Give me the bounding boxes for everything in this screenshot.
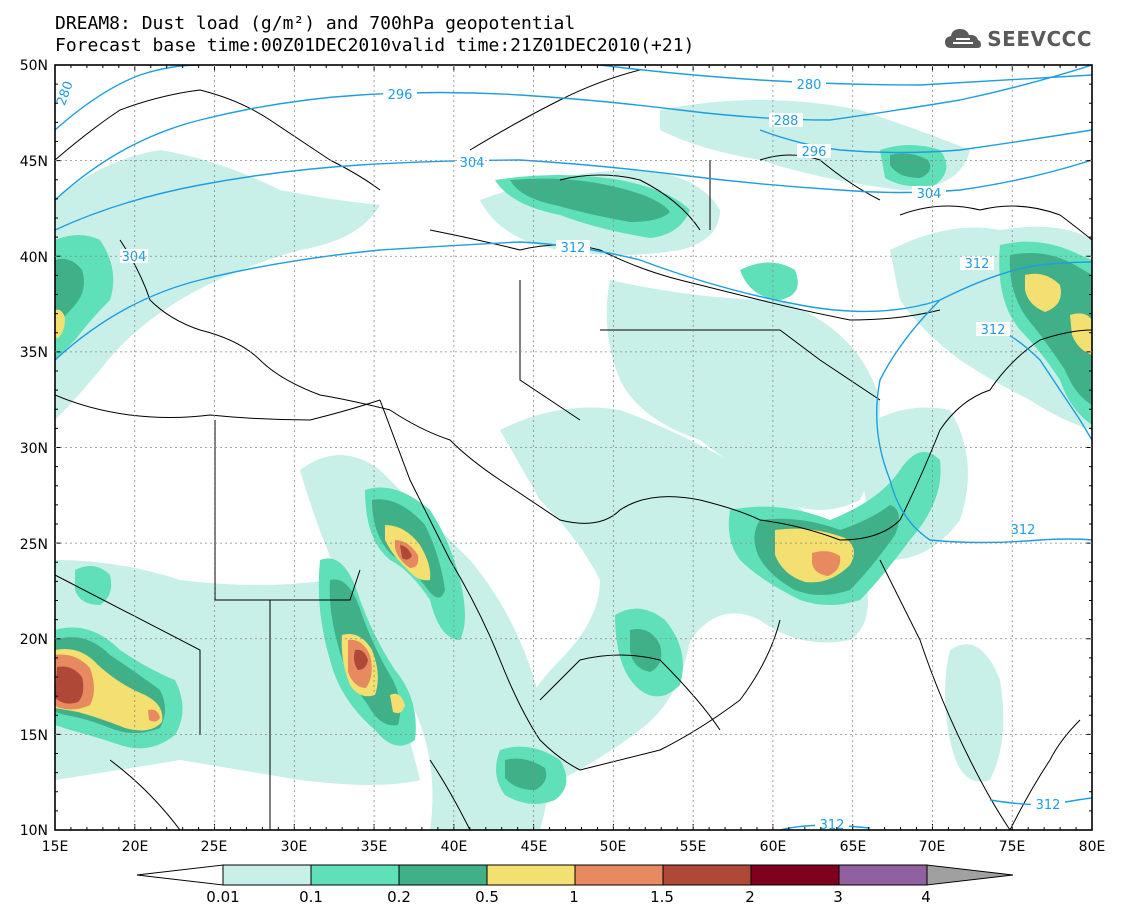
cloud-icon xyxy=(945,29,982,48)
lon-tick-label: 80E xyxy=(1079,839,1106,855)
lon-tick-label: 65E xyxy=(840,839,867,855)
colorbar-segment xyxy=(750,864,840,886)
contour-label: 288 xyxy=(774,114,799,129)
colorbar-label: 0.2 xyxy=(387,888,411,906)
lat-tick-label: 10N xyxy=(20,823,48,839)
dust-load-field xyxy=(55,100,1092,830)
contour-label: 296 xyxy=(388,88,413,103)
lon-tick-label: 30E xyxy=(281,839,308,855)
colorbar-label: 0.1 xyxy=(299,888,323,906)
contour-label: 312 xyxy=(965,257,990,272)
lat-tick-label: 15N xyxy=(20,728,48,744)
colorbar-under-triangle xyxy=(136,864,224,886)
contour-label: 312 xyxy=(1036,798,1061,813)
colorbar-segment xyxy=(662,864,752,886)
colorbar-segment xyxy=(838,864,928,886)
forecast-time-subtitle: Forecast base time:00Z01DEC2010valid tim… xyxy=(55,35,695,56)
lat-tick-label: 40N xyxy=(20,250,48,266)
colorbar-over-triangle xyxy=(926,864,1014,886)
lon-tick-label: 75E xyxy=(999,839,1026,855)
colorbar-segment xyxy=(310,864,400,886)
lon-tick-label: 55E xyxy=(680,839,707,855)
lon-tick-label: 25E xyxy=(201,839,228,855)
lat-tick-label: 45N xyxy=(20,154,48,170)
lat-tick-label: 50N xyxy=(20,58,48,74)
lat-tick-label: 30N xyxy=(20,441,48,457)
logo-text: SEEVCCC xyxy=(987,27,1092,51)
colorbar-label: 0.01 xyxy=(206,888,239,906)
contour-label: 280 xyxy=(797,78,822,93)
colorbar-label: 2 xyxy=(745,888,755,906)
lon-tick-label: 15E xyxy=(42,839,69,855)
colorbar-segment xyxy=(486,864,576,886)
colorbar-segment xyxy=(222,864,312,886)
colorbar-label: 1 xyxy=(569,888,579,906)
contour-label: 304 xyxy=(917,187,942,202)
dust-level-6 xyxy=(55,545,412,704)
lon-tick-label: 35E xyxy=(361,839,388,855)
coastlines-borders xyxy=(55,69,1092,830)
colorbar-segment xyxy=(574,864,664,886)
contour-labels: 280 296 304 312 312 312 312 312 288 296 … xyxy=(51,75,1065,833)
contour-label: 304 xyxy=(122,250,147,265)
colorbar-label: 0.5 xyxy=(475,888,499,906)
lon-tick-label: 40E xyxy=(441,839,468,855)
contour-label: 296 xyxy=(802,145,827,160)
seevccc-logo: SEEVCCC xyxy=(943,26,1092,52)
contour-label: 312 xyxy=(981,323,1006,338)
lon-tick-label: 70E xyxy=(919,839,946,855)
lon-tick-label: 60E xyxy=(760,839,787,855)
lat-tick-label: 35N xyxy=(20,345,48,361)
geopotential-contours xyxy=(55,65,1092,830)
lon-tick-label: 50E xyxy=(600,839,627,855)
colorbar-label: 1.5 xyxy=(650,888,674,906)
contour-label: 304 xyxy=(460,156,485,171)
lat-tick-label: 20N xyxy=(20,632,48,648)
lon-tick-label: 45E xyxy=(521,839,548,855)
lon-tick-label: 20E xyxy=(122,839,149,855)
contour-label: 312 xyxy=(1011,523,1036,538)
colorbar-segment xyxy=(398,864,488,886)
colorbar xyxy=(136,864,1014,886)
lat-tick-label: 25N xyxy=(20,537,48,553)
colorbar-label: 4 xyxy=(921,888,931,906)
lon-tick-labels: 15E 20E 25E 30E 35E 40E 45E 50E 55E 60E … xyxy=(42,839,1106,855)
lat-tick-labels: 10N 15N 20N 25N 30N 35N 40N 45N 50N xyxy=(20,58,48,839)
colorbar-labels: 0.01 0.1 0.2 0.5 1 1.5 2 3 4 xyxy=(206,888,930,906)
contour-label: 312 xyxy=(561,241,586,256)
colorbar-label: 3 xyxy=(833,888,843,906)
map-title: DREAM8: Dust load (g/m²) and 700hPa geop… xyxy=(55,13,576,34)
